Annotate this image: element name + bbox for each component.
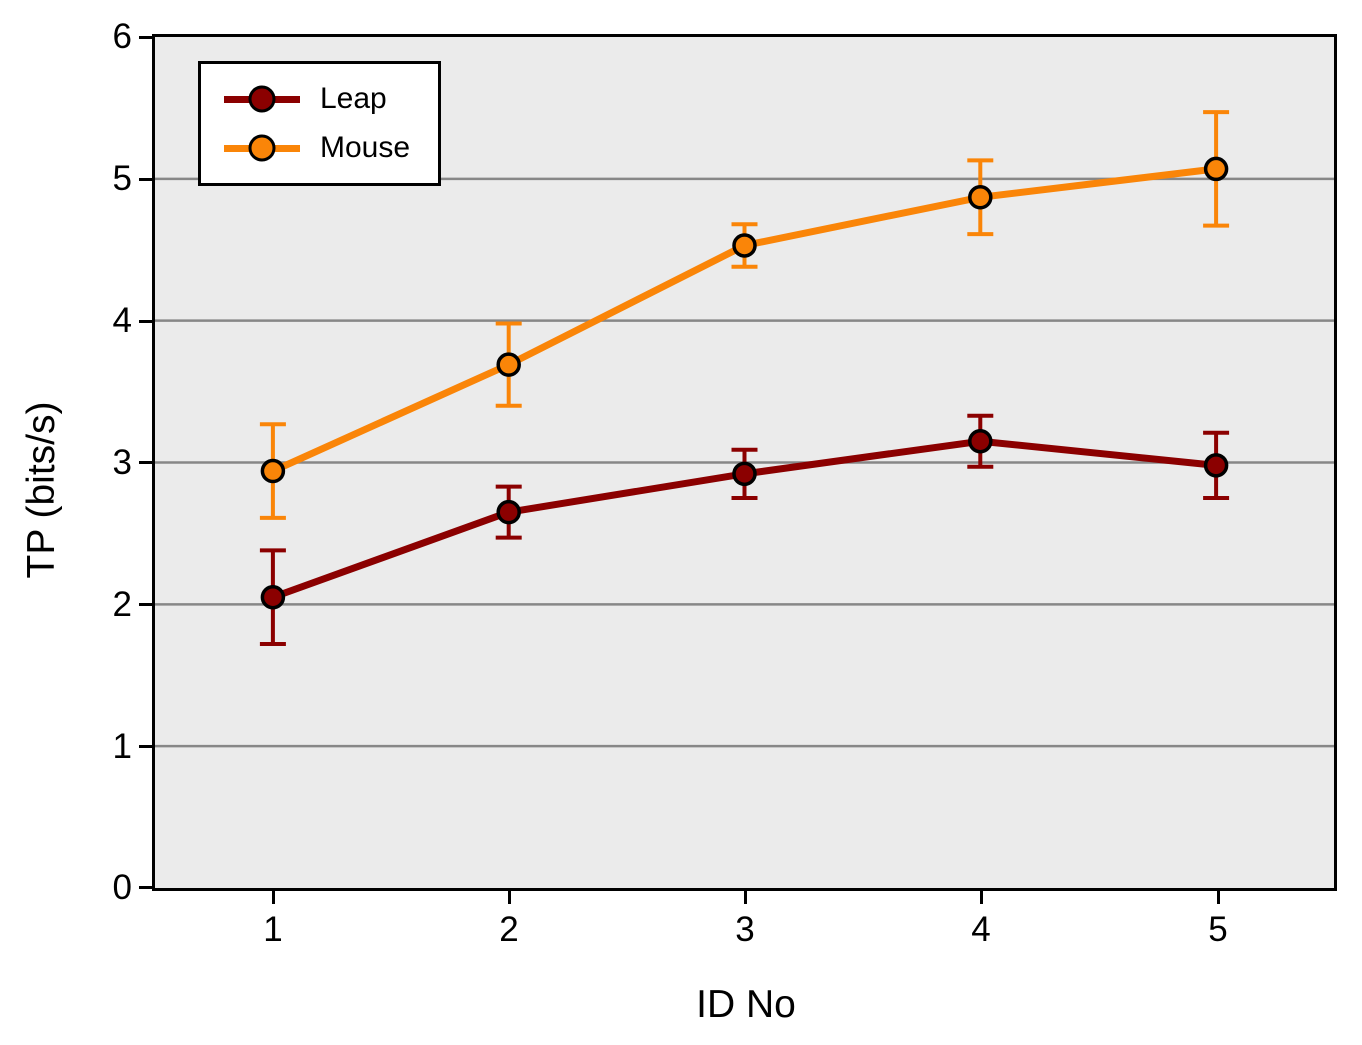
legend-label-mouse: Mouse <box>320 131 411 164</box>
y-tick-label: 4 <box>112 301 132 340</box>
x-tick-label: 4 <box>971 910 991 949</box>
x-axis-title: ID No <box>696 983 796 1026</box>
mouse-marker-4 <box>968 185 993 210</box>
y-tick-4 <box>139 319 152 323</box>
y-tick-5 <box>139 177 152 181</box>
y-tick-label: 6 <box>112 17 132 56</box>
y-tick-label: 0 <box>112 868 132 907</box>
x-tick-4 <box>980 891 983 904</box>
mouse-marker-3 <box>732 233 757 258</box>
mouse-series-marker-icon <box>224 134 300 162</box>
y-tick-6 <box>139 35 152 39</box>
plot-canvas <box>155 110 1334 748</box>
x-tick-1 <box>271 891 275 904</box>
x-tick-5 <box>1216 891 1220 904</box>
x-tick-3 <box>744 891 747 904</box>
legend: Leap Mouse <box>198 61 441 186</box>
x-tick-label: 1 <box>263 910 283 949</box>
y-tick-label: 5 <box>112 159 132 198</box>
y-tick-label: 1 <box>112 726 132 766</box>
legend-label-leap: Leap <box>320 82 387 115</box>
leap-marker-3 <box>732 461 757 487</box>
x-tick-label: 2 <box>499 910 519 949</box>
leap-series-marker-icon <box>224 85 300 113</box>
leap-marker-1 <box>260 584 286 610</box>
leap-marker-2 <box>496 499 521 525</box>
x-tick-2 <box>507 891 511 904</box>
y-tick-1 <box>139 744 152 748</box>
y-tick-label: 3 <box>112 442 132 482</box>
mouse-marker-1 <box>260 458 286 484</box>
legend-item-leap: Leap <box>224 82 438 116</box>
leap-marker-4 <box>968 428 993 454</box>
legend-item-mouse: Mouse <box>224 131 438 165</box>
x-tick-label: 5 <box>1208 910 1228 949</box>
y-tick-2 <box>139 603 152 606</box>
y-tick-3 <box>139 461 152 464</box>
x-tick-label: 3 <box>735 910 755 949</box>
mouse-marker-5 <box>1203 156 1229 182</box>
y-tick-0 <box>139 885 152 889</box>
y-tick-label: 2 <box>112 584 132 624</box>
mouse-marker-2 <box>496 352 521 377</box>
leap-marker-5 <box>1203 453 1229 478</box>
y-axis-title: TP (bits/s) <box>20 401 63 579</box>
